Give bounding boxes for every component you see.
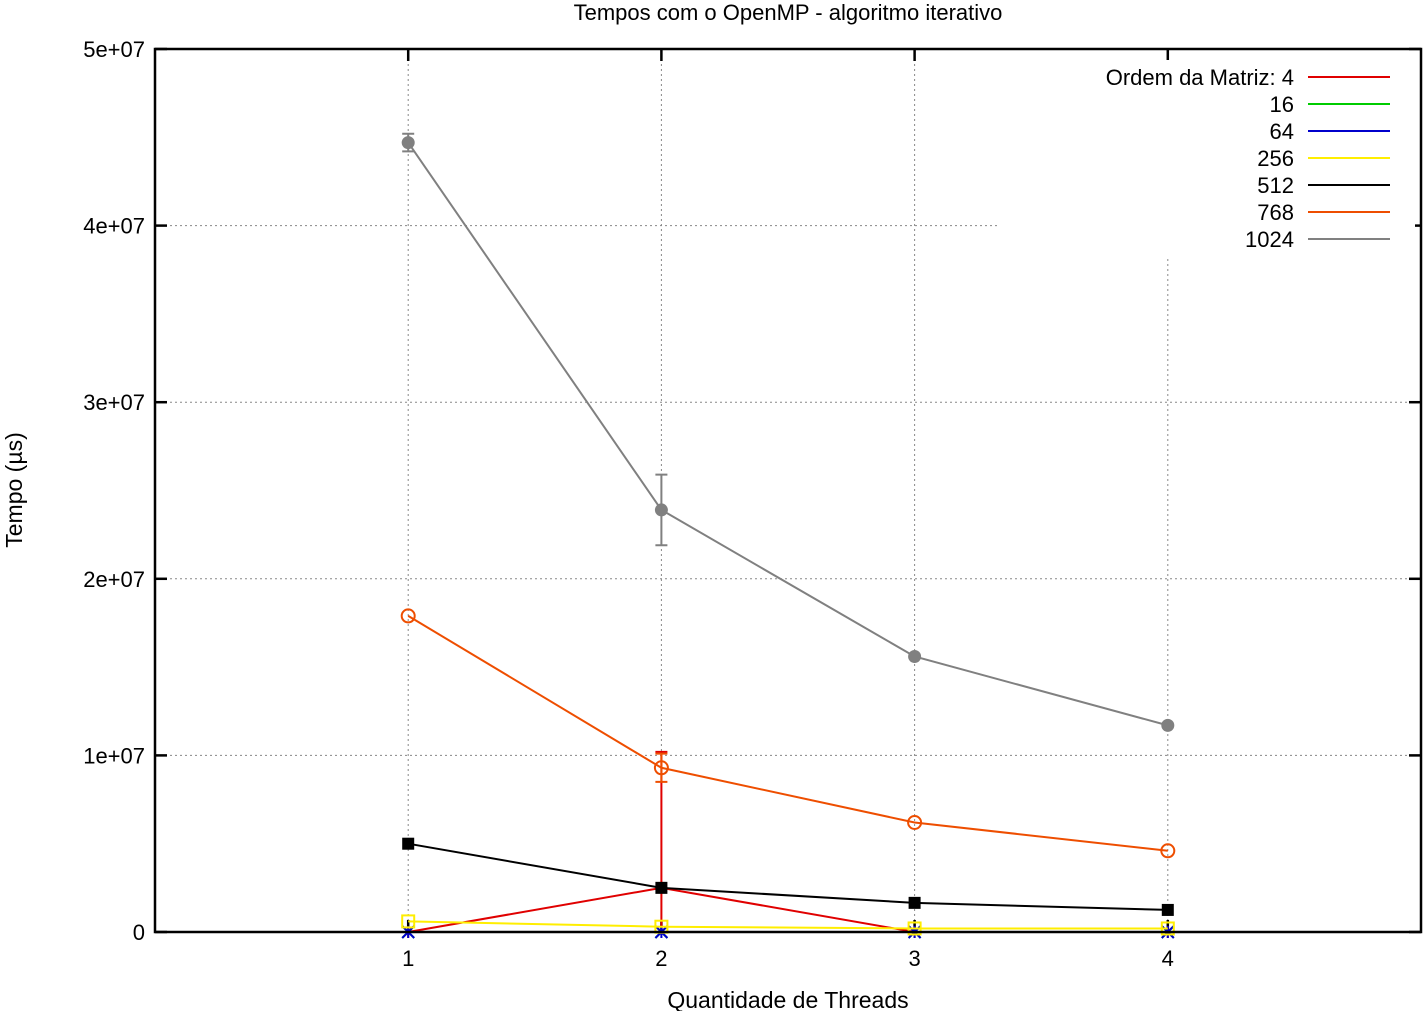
legend-label: 512: [1257, 173, 1294, 198]
y-tick-label: 1e+07: [83, 743, 145, 768]
legend-item: 768: [1257, 200, 1390, 225]
data-point: [653, 760, 669, 776]
series-768: [400, 608, 1176, 859]
x-tick-label: 3: [908, 946, 920, 971]
data-point: [401, 136, 415, 150]
data-point: [401, 914, 416, 929]
series-line: [408, 842, 1168, 911]
legend-label: 64: [1270, 119, 1294, 144]
y-tick-label: 2e+07: [83, 567, 145, 592]
data-point: [907, 815, 923, 831]
x-tick-label: 2: [655, 946, 667, 971]
y-axis-label: Tempo (µs): [1, 432, 27, 548]
data-point: [654, 503, 668, 517]
data-point: [908, 650, 922, 664]
data-point: [400, 608, 416, 624]
legend-label: 256: [1257, 146, 1294, 171]
legend-item: 16: [1270, 92, 1390, 117]
y-tick-label: 0: [133, 920, 145, 945]
legend-item: 512: [1257, 173, 1390, 198]
y-tick-label: 3e+07: [83, 390, 145, 415]
data-point: [402, 837, 415, 850]
x-tick-label: 4: [1162, 946, 1174, 971]
legend-label: Ordem da Matriz: 4: [1106, 65, 1294, 90]
series-4: [402, 750, 1174, 938]
data-point: [908, 896, 921, 909]
data-point: [1160, 843, 1176, 859]
y-tick-label: 4e+07: [83, 214, 145, 239]
plot-frame: [153, 47, 1423, 934]
legend-item: 256: [1257, 146, 1390, 171]
data-point: [655, 881, 668, 894]
series-1024: [401, 132, 1175, 732]
legend-item: 1024: [1245, 227, 1390, 252]
series-line: [408, 920, 1168, 930]
error-bar: [655, 752, 668, 783]
x-axis-label: Quantidade de Threads: [667, 987, 908, 1011]
series-256: [401, 914, 1175, 936]
legend-label: 768: [1257, 200, 1294, 225]
legend-item: 64: [1270, 119, 1390, 144]
legend-label: 1024: [1245, 227, 1294, 252]
x-tick-label: 1: [402, 946, 414, 971]
series-line: [407, 615, 1168, 852]
series-512: [402, 837, 1174, 916]
data-point: [1160, 921, 1175, 936]
legend-item: Ordem da Matriz: 4: [1106, 65, 1390, 90]
data-point: [1161, 718, 1175, 732]
data-point: [1161, 903, 1174, 916]
data-point: [907, 921, 922, 936]
series-line: [407, 142, 1169, 727]
y-tick-label: 5e+07: [83, 37, 145, 62]
y-axis-ticks: 0 1e+07 2e+07 3e+07 4e+07 5e+07: [83, 37, 1421, 945]
legend-label: 16: [1270, 92, 1294, 117]
chart-title: Tempos com o OpenMP - algoritmo iterativ…: [574, 0, 1003, 25]
